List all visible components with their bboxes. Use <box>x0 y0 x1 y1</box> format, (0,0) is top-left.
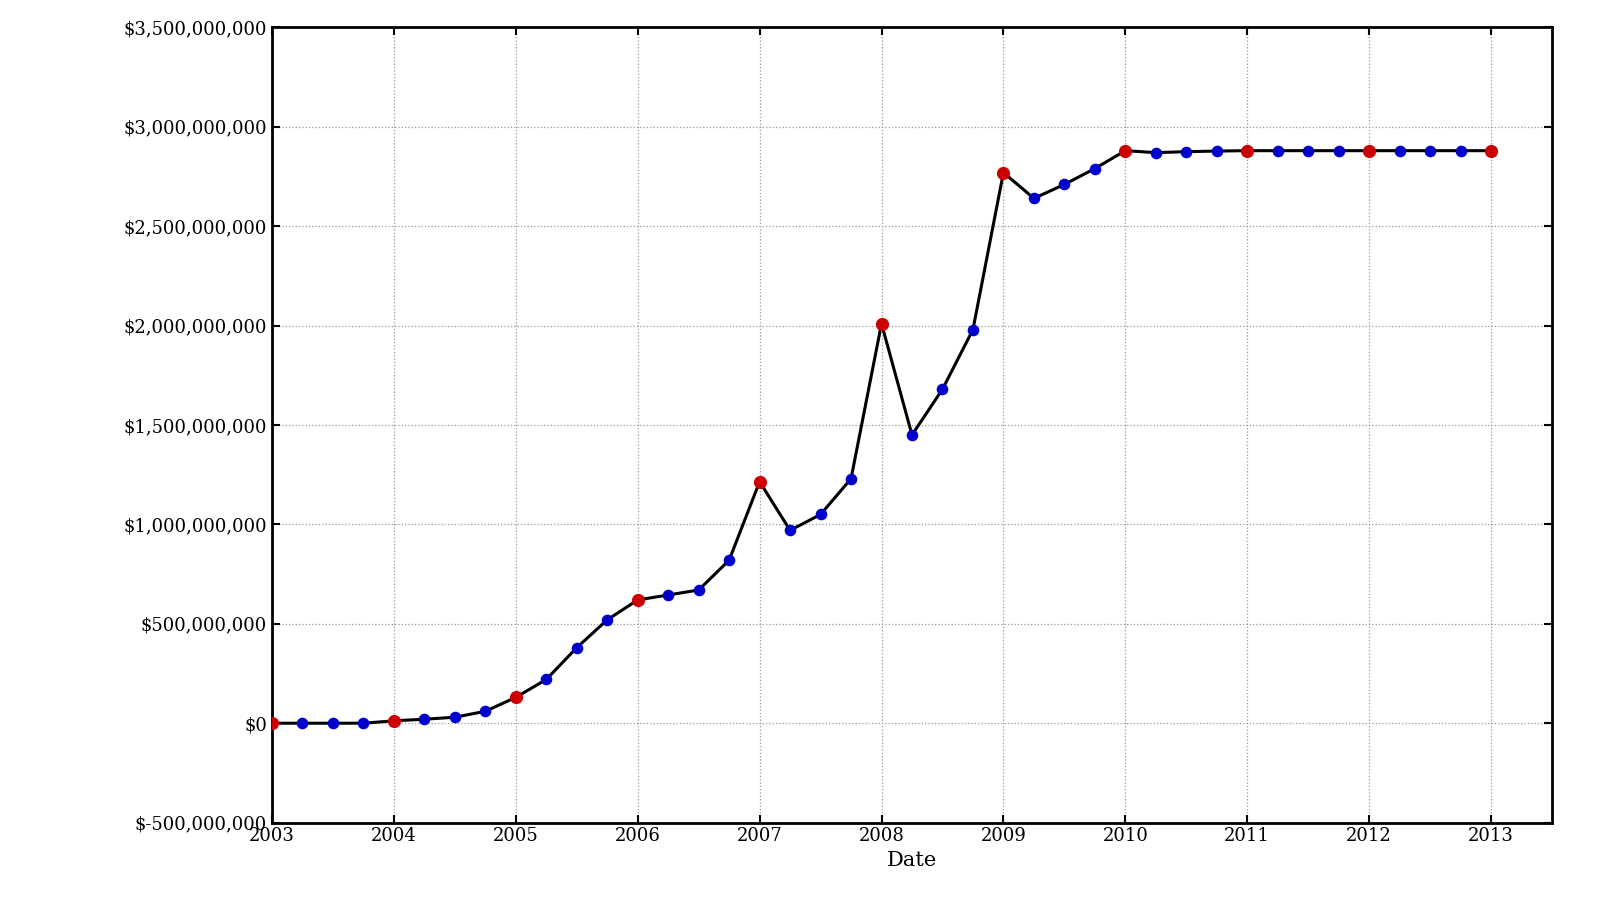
Point <box>1387 143 1413 158</box>
Point <box>1142 145 1168 160</box>
Point <box>502 690 528 705</box>
Point <box>1418 143 1443 158</box>
Point <box>808 507 834 522</box>
Point <box>320 716 346 730</box>
Point <box>1478 143 1504 158</box>
Point <box>1112 143 1138 158</box>
Point <box>259 716 285 730</box>
Point <box>930 382 955 397</box>
Point <box>717 553 742 568</box>
Point <box>1173 144 1198 159</box>
Point <box>1448 143 1474 158</box>
Point <box>442 710 467 725</box>
Point <box>1296 143 1322 158</box>
X-axis label: Date: Date <box>886 851 938 870</box>
Point <box>350 716 376 730</box>
Point <box>472 704 498 718</box>
Point <box>990 165 1016 180</box>
Point <box>960 323 986 337</box>
Point <box>899 428 925 442</box>
Point <box>1051 177 1077 192</box>
Point <box>595 612 621 627</box>
Point <box>1266 143 1291 158</box>
Point <box>869 316 894 331</box>
Point <box>1326 143 1352 158</box>
Point <box>656 588 682 602</box>
Point <box>1021 191 1046 206</box>
Point <box>1235 143 1261 158</box>
Point <box>563 641 589 655</box>
Point <box>686 583 712 598</box>
Point <box>626 592 651 607</box>
Point <box>290 716 315 730</box>
Point <box>533 672 558 686</box>
Point <box>381 714 406 728</box>
Point <box>1203 143 1229 158</box>
Point <box>778 523 803 537</box>
Point <box>747 474 773 489</box>
Point <box>1082 161 1107 175</box>
Point <box>1357 143 1382 158</box>
Point <box>411 712 437 727</box>
Point <box>838 472 864 486</box>
